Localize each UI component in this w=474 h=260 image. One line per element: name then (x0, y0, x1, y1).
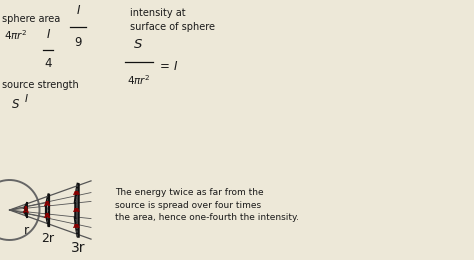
Text: A: A (23, 206, 28, 215)
Text: 2r: 2r (42, 232, 55, 245)
Text: $4\pi r^2$: $4\pi r^2$ (4, 28, 27, 42)
Text: A: A (73, 191, 78, 196)
Text: A: A (74, 207, 79, 212)
Text: A: A (44, 201, 49, 207)
Text: r: r (23, 224, 28, 237)
Text: A: A (74, 207, 80, 212)
Text: S: S (12, 98, 19, 111)
Text: A: A (45, 201, 51, 207)
Text: I: I (76, 4, 80, 17)
Polygon shape (75, 184, 78, 236)
Text: I: I (25, 94, 28, 104)
Text: source strength: source strength (2, 80, 79, 90)
Text: A: A (73, 224, 78, 229)
Text: A: A (74, 191, 80, 196)
Text: surface of sphere: surface of sphere (130, 22, 215, 32)
Text: $=\,I$: $=\,I$ (157, 60, 179, 73)
Polygon shape (25, 203, 27, 217)
Text: A: A (74, 191, 79, 196)
Text: A: A (74, 224, 79, 229)
Text: I: I (46, 28, 50, 41)
Text: The energy twice as far from the
source is spread over four times
the area, henc: The energy twice as far from the source … (115, 188, 299, 222)
Text: A: A (74, 224, 80, 229)
Text: 3r: 3r (71, 241, 85, 255)
Text: $4\pi r^2$: $4\pi r^2$ (127, 73, 151, 87)
Text: A: A (44, 213, 49, 219)
Text: S: S (134, 38, 142, 51)
Polygon shape (46, 194, 48, 225)
Text: 4: 4 (44, 57, 52, 70)
Text: intensity at: intensity at (130, 8, 186, 18)
Text: 9: 9 (74, 36, 82, 49)
Text: sphere area: sphere area (2, 14, 60, 24)
Text: A: A (73, 207, 78, 212)
Text: A: A (45, 213, 51, 219)
